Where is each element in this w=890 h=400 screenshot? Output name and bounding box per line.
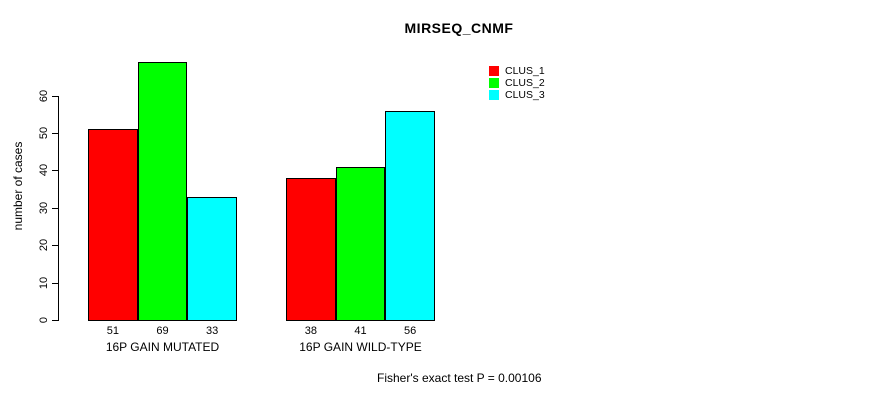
bar-value-label: 69	[156, 325, 169, 337]
bar-value-label: 51	[106, 325, 119, 337]
y-axis-tick-label: 20	[38, 238, 50, 252]
y-axis-tick	[52, 208, 59, 209]
y-axis-tick-label: 10	[38, 276, 50, 290]
y-axis-tick	[52, 133, 59, 134]
y-axis-tick	[52, 96, 59, 97]
legend-label: CLUS_3	[505, 89, 545, 101]
bar-value-label: 38	[304, 325, 317, 337]
legend-swatch-clus_2	[489, 78, 499, 88]
legend-item: CLUS_3	[489, 89, 545, 101]
bar-clus_3-group1	[187, 196, 237, 321]
bar-clus_2-group2	[335, 166, 386, 321]
bar-clus_1-group2	[286, 177, 336, 321]
legend-label: CLUS_2	[505, 77, 545, 89]
legend-item: CLUS_2	[489, 77, 545, 89]
bar-value-label: 33	[206, 325, 219, 337]
bar-value-label: 41	[354, 325, 367, 337]
y-axis-tick	[52, 170, 59, 171]
bar-value-label: 56	[404, 325, 417, 337]
y-axis-tick	[52, 283, 59, 284]
legend-swatch-clus_1	[489, 66, 499, 76]
y-axis-tick-label: 50	[38, 126, 50, 140]
bar-clus_3-group2	[385, 110, 435, 321]
y-axis-tick	[52, 320, 59, 321]
legend: CLUS_1 CLUS_2 CLUS_3	[489, 65, 545, 101]
y-axis-tick-label: 40	[38, 163, 50, 177]
legend-label: CLUS_1	[505, 65, 545, 77]
y-axis-tick-label: 0	[38, 316, 50, 324]
fisher-test-note: Fisher's exact test P = 0.00106	[377, 371, 542, 385]
y-axis-label: number of cases	[11, 141, 25, 231]
chart-title: MIRSEQ_CNMF	[404, 20, 514, 36]
category-label: 16P GAIN MUTATED	[105, 340, 220, 354]
bar-clus_1-group1	[88, 129, 138, 321]
legend-swatch-clus_3	[489, 90, 499, 100]
y-axis-tick	[52, 245, 59, 246]
y-axis-tick-label: 30	[38, 201, 50, 215]
bar-clus_2-group1	[137, 61, 188, 321]
y-axis-tick-label: 60	[38, 89, 50, 103]
legend-item: CLUS_1	[489, 65, 545, 77]
category-label: 16P GAIN WILD-TYPE	[299, 340, 422, 354]
